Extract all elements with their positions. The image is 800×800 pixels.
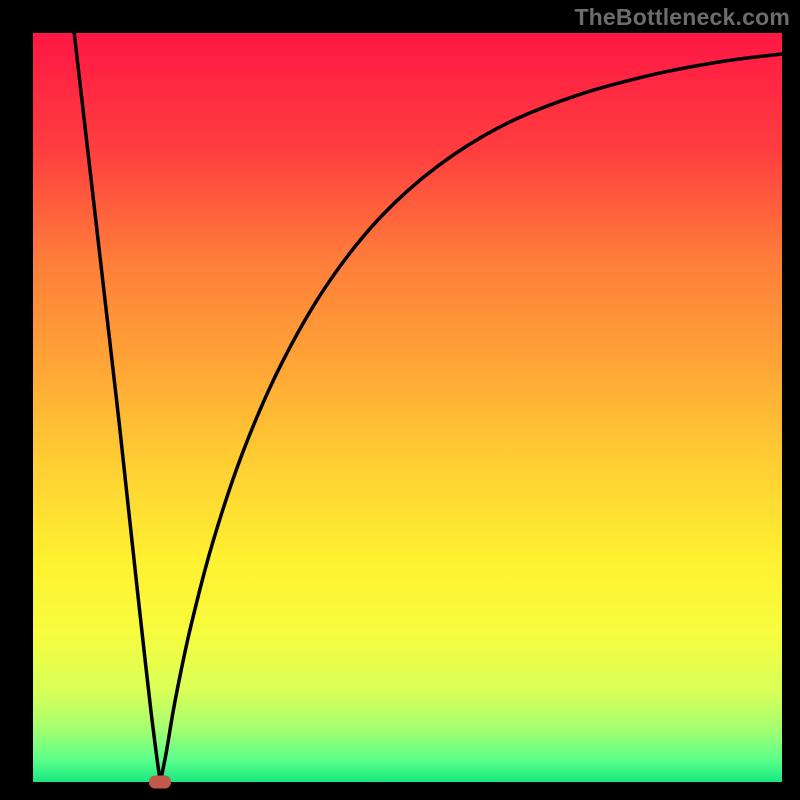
curve-right-segment bbox=[160, 54, 782, 782]
chart-frame: TheBottleneck.com bbox=[0, 0, 800, 800]
bottleneck-curve bbox=[33, 33, 782, 782]
plot bbox=[33, 33, 782, 782]
optimum-marker bbox=[149, 776, 171, 789]
plot-area bbox=[33, 33, 782, 782]
watermark-text: TheBottleneck.com bbox=[574, 4, 790, 31]
curve-left-segment bbox=[74, 33, 160, 782]
